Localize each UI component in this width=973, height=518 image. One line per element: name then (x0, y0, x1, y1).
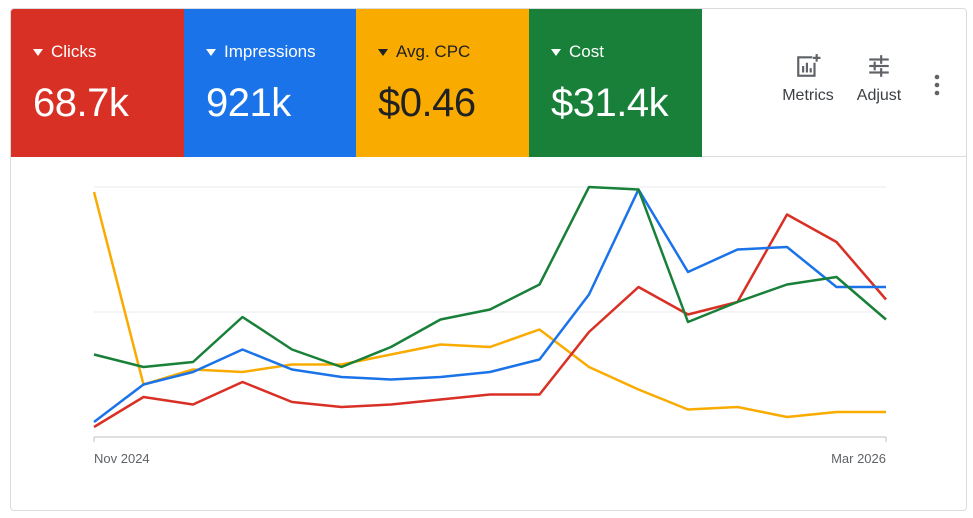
metric-tiles-row: Clicks 68.7k Impressions 921k Avg. CPC $… (11, 9, 966, 157)
dropdown-arrow-icon (378, 49, 388, 56)
x-axis-start-label: Nov 2024 (94, 451, 150, 466)
metrics-button-label: Metrics (782, 87, 834, 104)
metric-label: Cost (569, 42, 604, 61)
dropdown-arrow-icon (206, 49, 216, 56)
adjust-button-label: Adjust (856, 87, 902, 104)
metric-tile-avg-cpc[interactable]: Avg. CPC $0.46 (356, 9, 529, 157)
metrics-button[interactable]: Metrics (776, 53, 840, 117)
line-chart: Nov 2024 Mar 2026 (11, 157, 966, 510)
metric-value: 68.7k (33, 81, 129, 125)
metric-label: Impressions (224, 42, 316, 61)
metric-value: $0.46 (378, 81, 476, 125)
chart-svg: Nov 2024 Mar 2026 (92, 185, 887, 466)
clicks-series-line (93, 213, 887, 429)
more-vert-icon (934, 74, 940, 96)
performance-card: Clicks 68.7k Impressions 921k Avg. CPC $… (10, 8, 967, 511)
tune-icon (869, 55, 889, 77)
metric-label: Clicks (51, 42, 97, 61)
avg-cpc-series-line (92, 191, 886, 419)
adjust-button[interactable]: Adjust (847, 53, 911, 117)
dropdown-arrow-icon (33, 49, 43, 56)
metric-label: Avg. CPC (396, 42, 471, 61)
more-options-button[interactable] (925, 69, 949, 101)
dropdown-arrow-icon (551, 49, 561, 56)
metric-value: $31.4k (551, 81, 669, 125)
impressions-series-line (93, 188, 886, 423)
metric-tile-impressions[interactable]: Impressions 921k (184, 9, 356, 157)
metric-tile-clicks[interactable]: Clicks 68.7k (11, 9, 184, 157)
add-chart-icon (797, 53, 821, 77)
cost-series-line (93, 185, 887, 369)
metric-value: 921k (206, 81, 291, 125)
metric-tile-cost[interactable]: Cost $31.4k (529, 9, 702, 157)
x-axis-end-label: Mar 2026 (831, 451, 886, 466)
